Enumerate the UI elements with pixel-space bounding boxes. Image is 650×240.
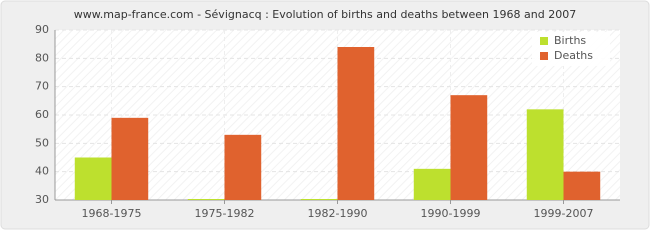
- y-tick-label: 90: [35, 23, 49, 36]
- bar: [526, 109, 564, 200]
- y-tick-label: 30: [35, 193, 49, 206]
- bar: [563, 171, 601, 200]
- legend-label: Births: [554, 34, 586, 47]
- legend-swatch: [540, 52, 548, 60]
- bar: [74, 157, 112, 200]
- x-tick-label: 1999-2007: [534, 207, 594, 220]
- legend-swatch: [540, 37, 548, 45]
- bar: [111, 117, 149, 200]
- x-tick-label: 1990-1999: [421, 207, 481, 220]
- legend-label: Deaths: [554, 49, 593, 62]
- bar: [337, 47, 375, 200]
- y-tick-label: 70: [35, 80, 49, 93]
- bar: [300, 199, 338, 200]
- chart: www.map-france.com - Sévignacq : Evoluti…: [0, 0, 650, 230]
- y-tick-label: 40: [35, 165, 49, 178]
- bar: [224, 134, 262, 200]
- x-tick-label: 1975-1982: [195, 207, 255, 220]
- y-tick-label: 50: [35, 136, 49, 149]
- chart-title: www.map-france.com - Sévignacq : Evoluti…: [74, 8, 576, 21]
- bar: [413, 168, 451, 200]
- bar: [187, 199, 225, 200]
- x-tick-label: 1982-1990: [308, 207, 368, 220]
- y-tick-label: 80: [35, 51, 49, 64]
- y-tick-label: 60: [35, 108, 49, 121]
- bar: [450, 95, 488, 200]
- x-tick-label: 1968-1975: [82, 207, 142, 220]
